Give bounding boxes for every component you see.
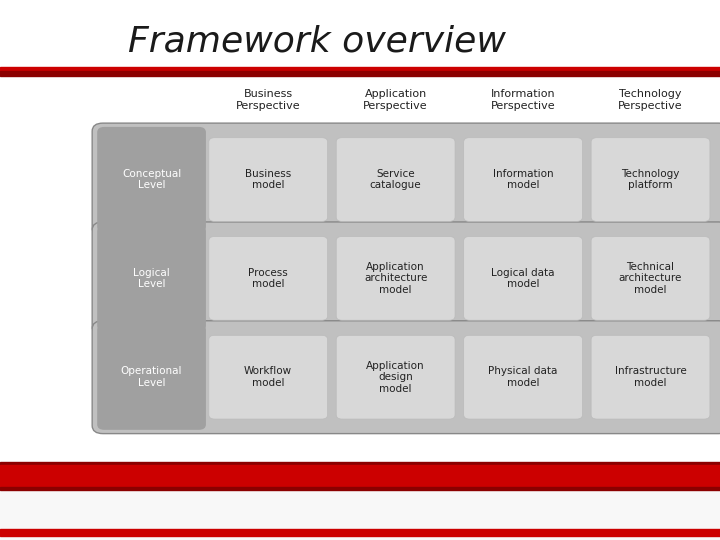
Text: Service
catalogue: Service catalogue: [370, 168, 421, 191]
Bar: [0, 487, 720, 490]
Bar: [0, 465, 720, 488]
Text: Logical data
model: Logical data model: [491, 267, 555, 289]
Bar: [0, 462, 720, 465]
Text: Jordan e-Government: Jordan e-Government: [44, 503, 194, 516]
FancyBboxPatch shape: [336, 237, 455, 320]
Text: Conceptual
Level: Conceptual Level: [122, 168, 181, 191]
FancyBboxPatch shape: [591, 138, 710, 221]
Text: Application
design
model: Application design model: [366, 361, 425, 394]
Text: Technology
platform: Technology platform: [621, 168, 680, 191]
FancyBboxPatch shape: [209, 237, 328, 320]
Bar: [0, 529, 720, 536]
Text: Technology
Perspective: Technology Perspective: [618, 89, 683, 111]
Text: Business
Perspective: Business Perspective: [236, 89, 300, 111]
Text: Application
Perspective: Application Perspective: [364, 89, 428, 111]
Text: e-Government Strategy Jordan   الحكومة الإلكترونية: e-Government Strategy Jordan الحكومة الإ…: [22, 522, 194, 528]
Text: Process
model: Process model: [248, 267, 288, 289]
Bar: [0, 490, 720, 540]
Text: Technical
architecture
model: Technical architecture model: [618, 262, 683, 295]
FancyBboxPatch shape: [92, 123, 720, 236]
FancyBboxPatch shape: [464, 138, 582, 221]
Text: Physical data
model: Physical data model: [488, 366, 558, 388]
FancyBboxPatch shape: [336, 138, 455, 221]
FancyBboxPatch shape: [591, 335, 710, 419]
FancyBboxPatch shape: [591, 237, 710, 320]
FancyBboxPatch shape: [209, 138, 328, 221]
FancyBboxPatch shape: [464, 335, 582, 419]
Text: Business
model: Business model: [245, 168, 292, 191]
Text: Workflow
model: Workflow model: [244, 366, 292, 388]
Text: Logical
Level: Logical Level: [133, 267, 170, 289]
Bar: [0, 490, 720, 540]
Text: Application
architecture
model: Application architecture model: [364, 262, 428, 295]
Bar: [0, 71, 720, 76]
Text: Infrastructure
model: Infrastructure model: [615, 366, 686, 388]
Text: Information
model: Information model: [492, 168, 554, 191]
Text: Information
Perspective: Information Perspective: [491, 89, 555, 111]
FancyBboxPatch shape: [97, 226, 206, 331]
Text: Ministry of Information and
Communications Technology: Ministry of Information and Communicatio…: [521, 501, 631, 520]
FancyBboxPatch shape: [92, 222, 720, 335]
FancyBboxPatch shape: [92, 321, 720, 434]
Text: Framework overview: Framework overview: [128, 24, 505, 58]
Text: Operational
Level: Operational Level: [121, 366, 182, 388]
FancyBboxPatch shape: [464, 237, 582, 320]
FancyBboxPatch shape: [97, 127, 206, 232]
Bar: [0, 67, 720, 71]
FancyBboxPatch shape: [209, 335, 328, 419]
FancyBboxPatch shape: [336, 335, 455, 419]
FancyBboxPatch shape: [97, 325, 206, 430]
